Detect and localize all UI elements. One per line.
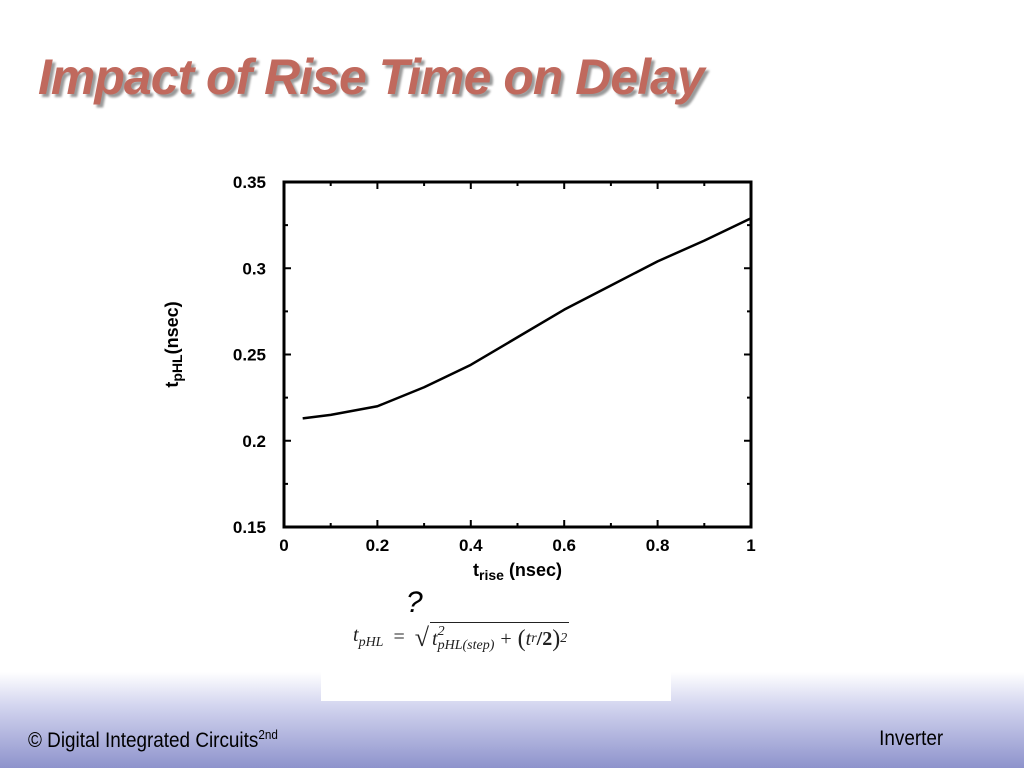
x-tick-label: 0.6 <box>552 536 576 555</box>
y-tick-label: 0.25 <box>233 346 266 365</box>
footer-copyright-text: © Digital Integrated Circuits <box>28 729 259 752</box>
x-tick-label: 0.8 <box>646 536 670 555</box>
y-axis-label-unit: (nsec) <box>162 301 182 354</box>
formula-radical: √ <box>414 622 430 652</box>
y-tick-label: 0.15 <box>233 518 266 537</box>
formula-open-paren: ( <box>517 625 526 652</box>
formula-term2-div: /2 <box>536 627 553 650</box>
y-axis-label: tpHL(nsec) <box>162 301 185 387</box>
question-mark: ? <box>406 586 423 619</box>
x-axis-label-sub: rise <box>479 567 504 583</box>
series-line <box>302 217 752 420</box>
y-tick-label: 0.35 <box>233 173 266 192</box>
rise-time-delay-chart: 0 0.2 0.4 0.6 0.8 1 0.15 0.2 0.25 0.3 0.35 trise … <box>162 173 756 583</box>
formula-close-paren: ) <box>552 625 561 652</box>
formula-term1-sup: 2 <box>437 624 445 639</box>
footer-copyright: © Digital Integrated Circuits2nd <box>28 727 278 753</box>
x-tick-labels: 0 0.2 0.4 0.6 0.8 1 <box>279 536 755 555</box>
formula-term1-sub: pHL(step) <box>437 638 495 653</box>
x-axis-label: trise (nsec) <box>473 560 562 583</box>
formula-plus: + <box>500 627 512 650</box>
y-tick-label: 0.3 <box>242 259 266 278</box>
formula-equals: = <box>393 626 405 648</box>
slide-title: Impact of Rise Time on Delay <box>38 49 705 105</box>
x-tick-label: 1 <box>746 536 755 555</box>
formula-term1-var: t <box>432 627 438 650</box>
y-tick-labels: 0.15 0.2 0.25 0.3 0.35 <box>233 173 266 537</box>
x-tick-label: 0.4 <box>459 536 483 555</box>
y-axis-label-main: t <box>162 382 182 388</box>
x-axis-label-main: t <box>473 560 479 580</box>
y-axis-label-sub: pHL <box>169 354 185 382</box>
formula-lhs-var: t <box>353 624 359 646</box>
footer-chapter: Inverter <box>878 727 943 750</box>
y-tick-label: 0.2 <box>242 432 266 451</box>
x-axis-label-unit: (nsec) <box>504 560 562 580</box>
x-tick-label: 0.2 <box>366 536 390 555</box>
axis-ticks <box>283 181 752 528</box>
formula-lhs: tpHL <box>353 624 383 651</box>
formula-term2-var: t <box>525 627 532 650</box>
footer-edition: 2nd <box>258 727 278 742</box>
formula-term2-sub: r <box>531 631 537 646</box>
series <box>302 217 752 420</box>
plot-frame <box>282 180 753 529</box>
x-tick-label: 0 <box>279 536 288 555</box>
formula-term2-sup: 2 <box>560 631 568 646</box>
formula-lhs-sub: pHL <box>358 635 384 650</box>
